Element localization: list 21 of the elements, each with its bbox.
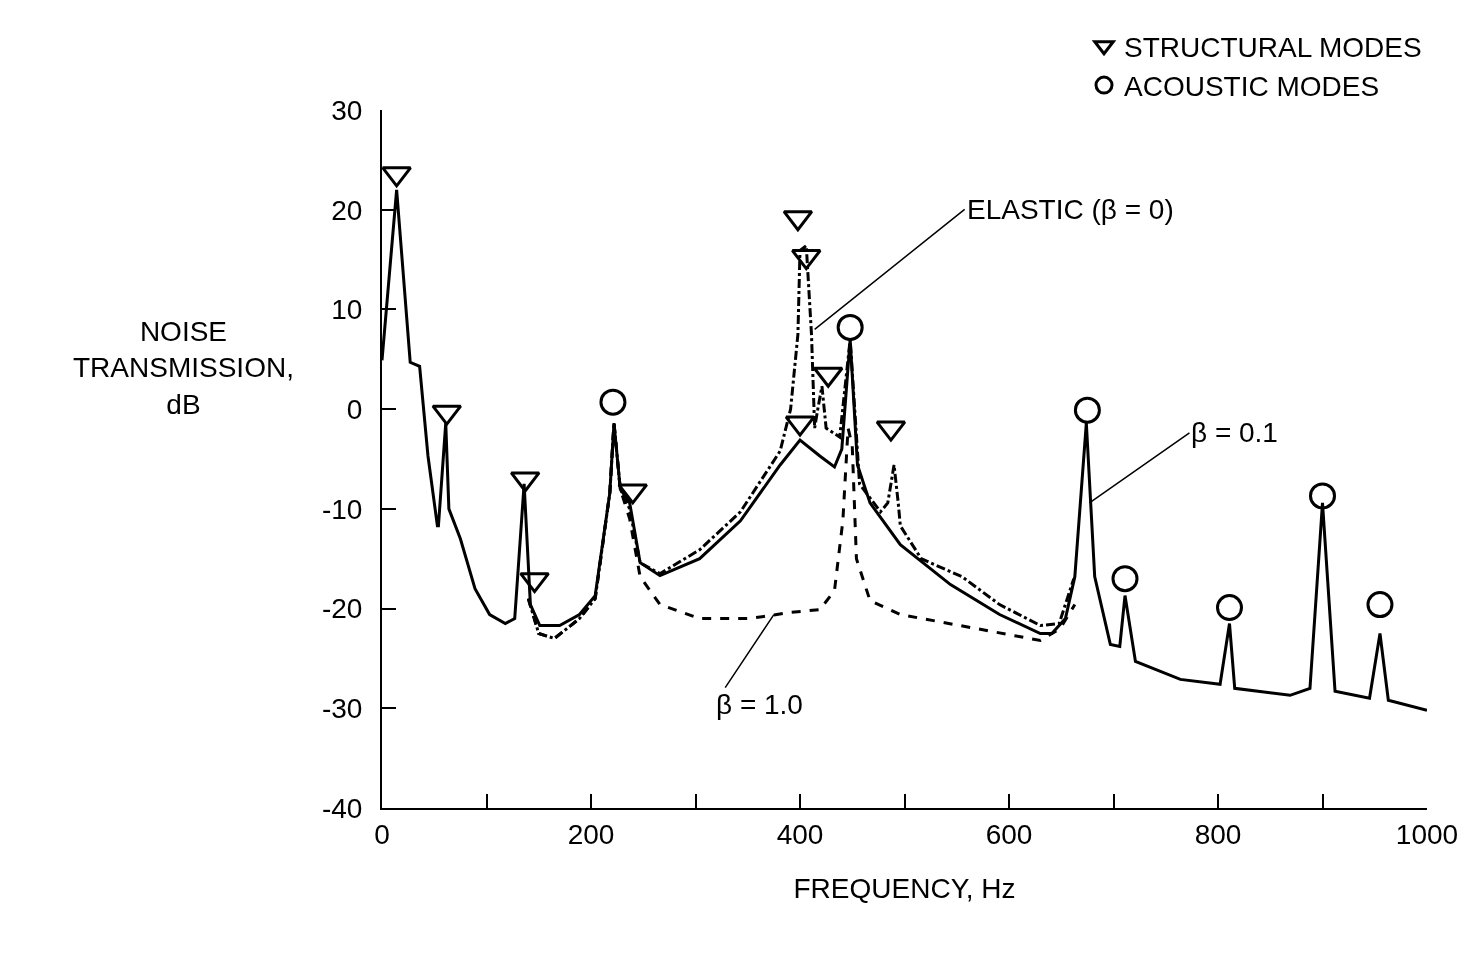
legend-label: STRUCTURAL MODES — [1124, 31, 1422, 63]
x-axis-title: FREQUENCY, Hz — [793, 873, 1016, 905]
x-tick-label: 0 — [374, 818, 390, 850]
annotation: ELASTIC (β = 0) — [967, 194, 1174, 225]
y-tick-label: -40 — [321, 792, 363, 824]
y-tick-label: 0 — [346, 393, 363, 425]
y-tick-label: -10 — [321, 493, 363, 525]
y-axis-title: NOISE TRANSMISSION, dB — [73, 316, 294, 420]
x-tick-label: 400 — [776, 818, 824, 850]
x-tick-label: 800 — [1194, 818, 1242, 850]
y-tick-label: -20 — [321, 593, 363, 625]
y-tick-label: -30 — [321, 693, 363, 725]
x-tick-label: 1000 — [1395, 818, 1459, 850]
annotation: β = 0.1 — [1191, 417, 1278, 448]
y-tick-label: 20 — [331, 194, 363, 226]
y-tick-label: 30 — [331, 94, 363, 126]
y-tick-label: 10 — [331, 294, 363, 326]
legend-label: ACOUSTIC MODES — [1124, 71, 1380, 103]
x-tick-label: 600 — [985, 818, 1033, 850]
x-tick-label: 200 — [567, 818, 615, 850]
annotation: β = 1.0 — [716, 689, 803, 720]
